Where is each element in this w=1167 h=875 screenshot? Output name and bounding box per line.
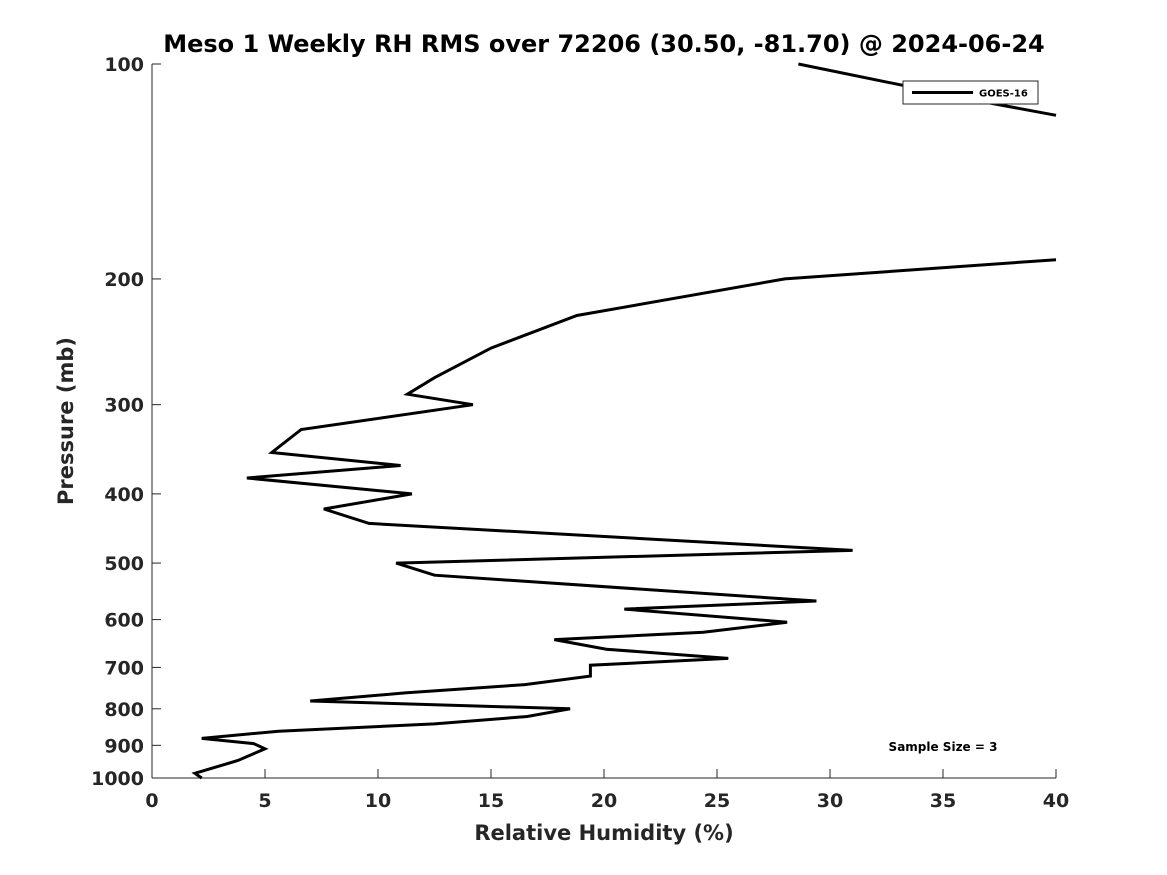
legend: GOES-16 (902, 80, 1039, 105)
x-tick-label: 25 (704, 790, 730, 812)
y-tick-label: 800 (104, 699, 144, 721)
legend-label: GOES-16 (979, 89, 1028, 100)
x-tick-label: 20 (591, 790, 617, 812)
axes: 0 5 10 15 20 25 30 35 40 100 200 300 400 500 600 700 800… (91, 54, 1069, 812)
x-tick-label: 5 (258, 790, 271, 812)
x-tick-label: 40 (1043, 790, 1069, 812)
y-tick-label: 300 (104, 395, 144, 417)
x-tick-label: 15 (478, 790, 504, 812)
x-tick-label: 10 (365, 790, 391, 812)
y-tick-label: 500 (104, 553, 144, 575)
series-line (191, 258, 1057, 780)
y-tick-label: 900 (104, 735, 144, 757)
x-tick-label: 30 (817, 790, 843, 812)
y-tick-label: 600 (104, 610, 144, 632)
y-tick-label: 100 (104, 54, 144, 76)
y-axis-label: Pressure (mb) (54, 337, 78, 505)
y-tick-label: 1000 (91, 768, 144, 790)
sample-size-annotation: Sample Size = 3 (889, 740, 998, 754)
x-tick-label: 0 (145, 790, 158, 812)
y-tick-label: 700 (104, 657, 144, 679)
x-axis-label: Relative Humidity (%) (474, 821, 733, 845)
x-tick-label: 35 (930, 790, 956, 812)
y-tick-label: 200 (104, 269, 144, 291)
chart-title: Meso 1 Weekly RH RMS over 72206 (30.50, … (163, 30, 1045, 58)
y-tick-label: 400 (104, 484, 144, 506)
